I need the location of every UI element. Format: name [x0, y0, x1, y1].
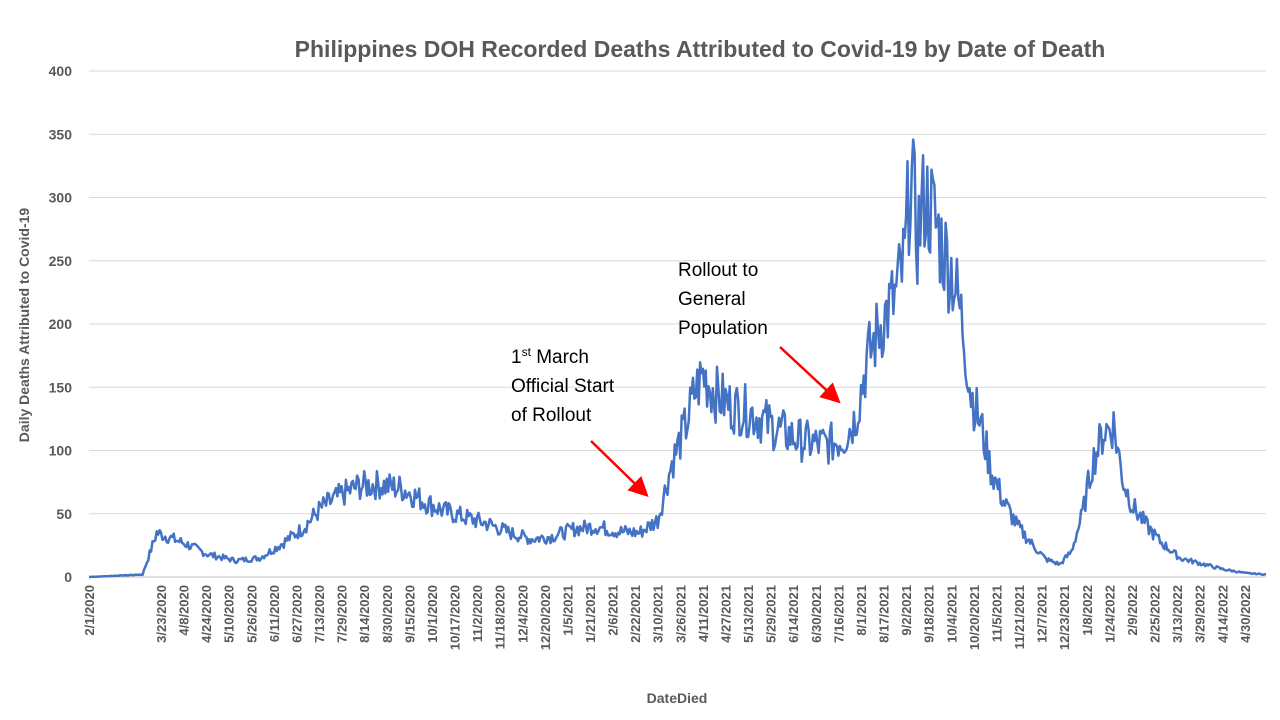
x-tick-label: 3/23/2020 — [154, 585, 169, 643]
annotation-line: General — [678, 289, 746, 310]
x-tick-label: 10/17/2020 — [448, 585, 463, 650]
x-tick-label: 4/8/2020 — [177, 585, 192, 636]
y-tick-label: 350 — [49, 126, 73, 142]
y-tick-label: 200 — [49, 316, 73, 332]
annotation-arrow — [590, 440, 649, 498]
x-tick-label: 10/4/2021 — [944, 585, 959, 643]
x-tick-label: 2/9/2022 — [1125, 585, 1140, 636]
x-tick-label: 11/21/2021 — [1012, 585, 1027, 649]
y-tick-label: 50 — [56, 506, 72, 522]
x-tick-label: 2/1/2020 — [82, 585, 97, 636]
annotation-line: Population — [678, 318, 768, 339]
y-tick-label: 150 — [49, 379, 73, 395]
x-tick-label: 8/17/2021 — [877, 585, 892, 643]
x-tick-label: 12/4/2020 — [515, 585, 530, 643]
y-tick-label: 250 — [49, 253, 73, 269]
annotation-text: March — [531, 347, 589, 368]
x-tick-label: 7/29/2020 — [335, 585, 350, 643]
x-tick-label: 3/10/2021 — [651, 585, 666, 643]
gridlines — [89, 70, 1266, 578]
series-group — [88, 138, 1266, 579]
x-tick-label: 3/29/2022 — [1193, 585, 1208, 643]
y-axis-label: Daily Deaths Attributed to Covid-19 — [16, 208, 32, 443]
x-tick-label: 4/11/2021 — [696, 585, 711, 642]
x-tick-label: 4/30/2022 — [1238, 585, 1253, 643]
x-tick-label: 2/6/2021 — [606, 585, 621, 636]
x-tick-label: 6/30/2021 — [809, 585, 824, 643]
annotation-arrow — [779, 346, 841, 404]
x-tick-label: 1/5/2021 — [560, 585, 575, 636]
annotations: 1st March Official Start of Rollout Rollout… — [511, 260, 841, 498]
x-tick-label: 7/13/2020 — [312, 585, 327, 643]
x-axis-label: DateDied — [647, 690, 708, 706]
x-tick-label: 11/2/2020 — [470, 585, 485, 642]
x-tick-label: 11/18/2020 — [493, 585, 508, 649]
x-tick-label: 6/11/2020 — [267, 585, 282, 642]
x-tick-label: 1/24/2022 — [1102, 585, 1117, 643]
x-tick-label: 9/15/2020 — [402, 585, 417, 643]
x-tick-label: 4/24/2020 — [199, 585, 214, 643]
annotation-superscript: st — [522, 345, 532, 359]
annotation-line: of Rollout — [511, 405, 592, 426]
chart-title: Philippines DOH Recorded Deaths Attribut… — [295, 36, 1106, 62]
x-tick-label: 8/30/2020 — [380, 585, 395, 643]
x-tick-label: 9/2/2021 — [899, 585, 914, 636]
y-tick-label: 100 — [49, 443, 73, 459]
x-tick-label: 12/7/2021 — [1035, 585, 1050, 643]
x-tick-label: 6/27/2020 — [289, 585, 304, 643]
x-tick-label: 5/10/2020 — [222, 585, 237, 643]
x-tick-labels: 2/1/2020 3/23/2020 4/8/2020 4/24/2020 5/10/2… — [82, 585, 1253, 650]
x-tick-label: 7/16/2021 — [831, 585, 846, 643]
x-tick-label: 4/14/2022 — [1215, 585, 1230, 643]
x-tick-label: 6/14/2021 — [786, 585, 801, 643]
x-tick-label: 2/22/2021 — [628, 585, 643, 643]
x-tick-label: 5/29/2021 — [764, 585, 779, 643]
y-tick-labels: 0 50 100 150 200 250 300 350 400 — [49, 63, 73, 585]
x-tick-label: 1/21/2021 — [583, 585, 598, 643]
y-tick-label: 0 — [64, 569, 72, 585]
x-tick-label: 3/13/2022 — [1170, 585, 1185, 643]
x-tick-label: 10/1/2020 — [425, 585, 440, 643]
x-tick-label: 1/8/2022 — [1080, 585, 1095, 636]
annotation-line: 1st March — [511, 345, 589, 368]
x-tick-label: 12/23/2021 — [1057, 585, 1072, 650]
annotation-line: Rollout to — [678, 260, 758, 281]
series-line — [88, 138, 1266, 579]
x-tick-label: 10/20/2021 — [967, 585, 982, 650]
x-tick-label: 3/26/2021 — [673, 585, 688, 643]
y-tick-label: 400 — [49, 63, 73, 79]
x-tick-label: 12/20/2020 — [538, 585, 553, 650]
x-tick-label: 5/26/2020 — [244, 585, 259, 643]
annotation-line: Official Start — [511, 376, 615, 397]
x-tick-label: 11/5/2021 — [989, 585, 1004, 642]
x-tick-label: 8/14/2020 — [357, 585, 372, 643]
x-tick-label: 9/18/2021 — [922, 585, 937, 643]
x-tick-label: 4/27/2021 — [718, 585, 733, 643]
x-tick-label: 8/1/2021 — [854, 585, 869, 636]
y-tick-label: 300 — [49, 190, 73, 206]
x-tick-label: 5/13/2021 — [741, 585, 756, 643]
x-tick-label: 2/25/2022 — [1148, 585, 1163, 643]
